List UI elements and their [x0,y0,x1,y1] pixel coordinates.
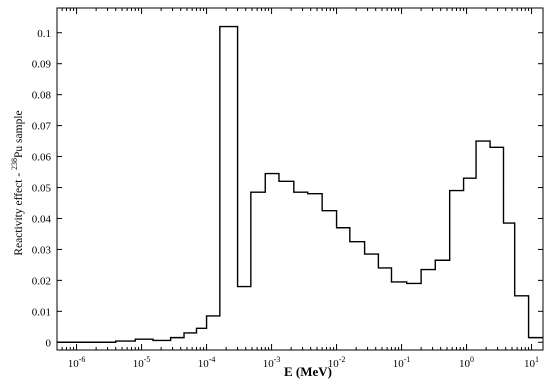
y-axis-label-suffix: Pu sample [13,110,25,158]
x-axis-label: E (MeV) [284,364,332,379]
histogram-bin [220,27,238,343]
y-axis-label-isotope-mass: 238 [10,158,19,170]
x-tick-label: 10-3 [263,355,281,370]
x-axis: 10-6 10-5 10-4 10-3 10-2 10-1 100 101 [56,8,539,370]
y-tick-label: 0.09 [32,59,52,71]
y-tick-label: 0.05 [32,183,52,195]
x-tick-label: 101 [524,355,539,370]
y-tick-label: 0.08 [32,90,52,102]
y-tick-label: 0.06 [32,152,52,164]
histogram-bin [308,194,322,343]
histogram-bin [196,328,206,342]
histogram-bin [294,192,308,342]
y-tick-label: 0.1 [37,28,51,40]
y-tick-label: 0.02 [32,275,51,287]
histogram-bin [421,270,435,343]
histogram-bin [490,147,503,342]
x-tick-label: 10-2 [328,355,346,370]
y-tick-label: 0 [46,337,52,349]
x-tick-label: 10-1 [393,355,411,370]
x-tick-label: 10-6 [68,355,86,370]
step-line [57,25,543,343]
histogram-bin [279,181,294,342]
y-axis-label: Reactivity effect - 238Pu sample [10,110,25,255]
y-tick-label: 0.03 [32,244,52,256]
plot-area [56,7,544,351]
histogram-bin [476,141,490,342]
histogram-bin [251,192,265,342]
histogram-bin [515,296,529,342]
x-tick-label: 10-5 [133,355,151,370]
y-tick-label: 0.01 [32,306,51,318]
histogram-bin [265,174,279,343]
histogram-bin [435,260,449,342]
histogram-bin [503,223,514,342]
histogram-bin [464,178,476,342]
histogram-bin [350,242,365,343]
histogram-bin [184,333,196,342]
y-axis-label-prefix: Reactivity effect - [13,170,25,256]
y-tick-label: 0.07 [32,121,52,133]
histogram-bin [450,191,464,343]
y-axis: 0 0.01 0.02 0.03 0.04 0.05 0.06 0.07 0.08 0.09 0.1 [32,28,543,349]
plot-frame [56,7,544,351]
histogram-bins [116,27,543,343]
histogram-bin [207,316,220,342]
histogram-bin [391,282,406,342]
histogram-bin [365,254,379,342]
histogram-bin [337,228,350,343]
histogram-bin [407,283,421,342]
histogram-bin [238,287,251,343]
histogram-bin [378,268,391,342]
x-tick-label: 10-4 [198,355,216,370]
y-tick-label: 0.04 [32,213,52,225]
x-tick-label: 100 [459,355,474,370]
histogram-bin [322,211,336,343]
